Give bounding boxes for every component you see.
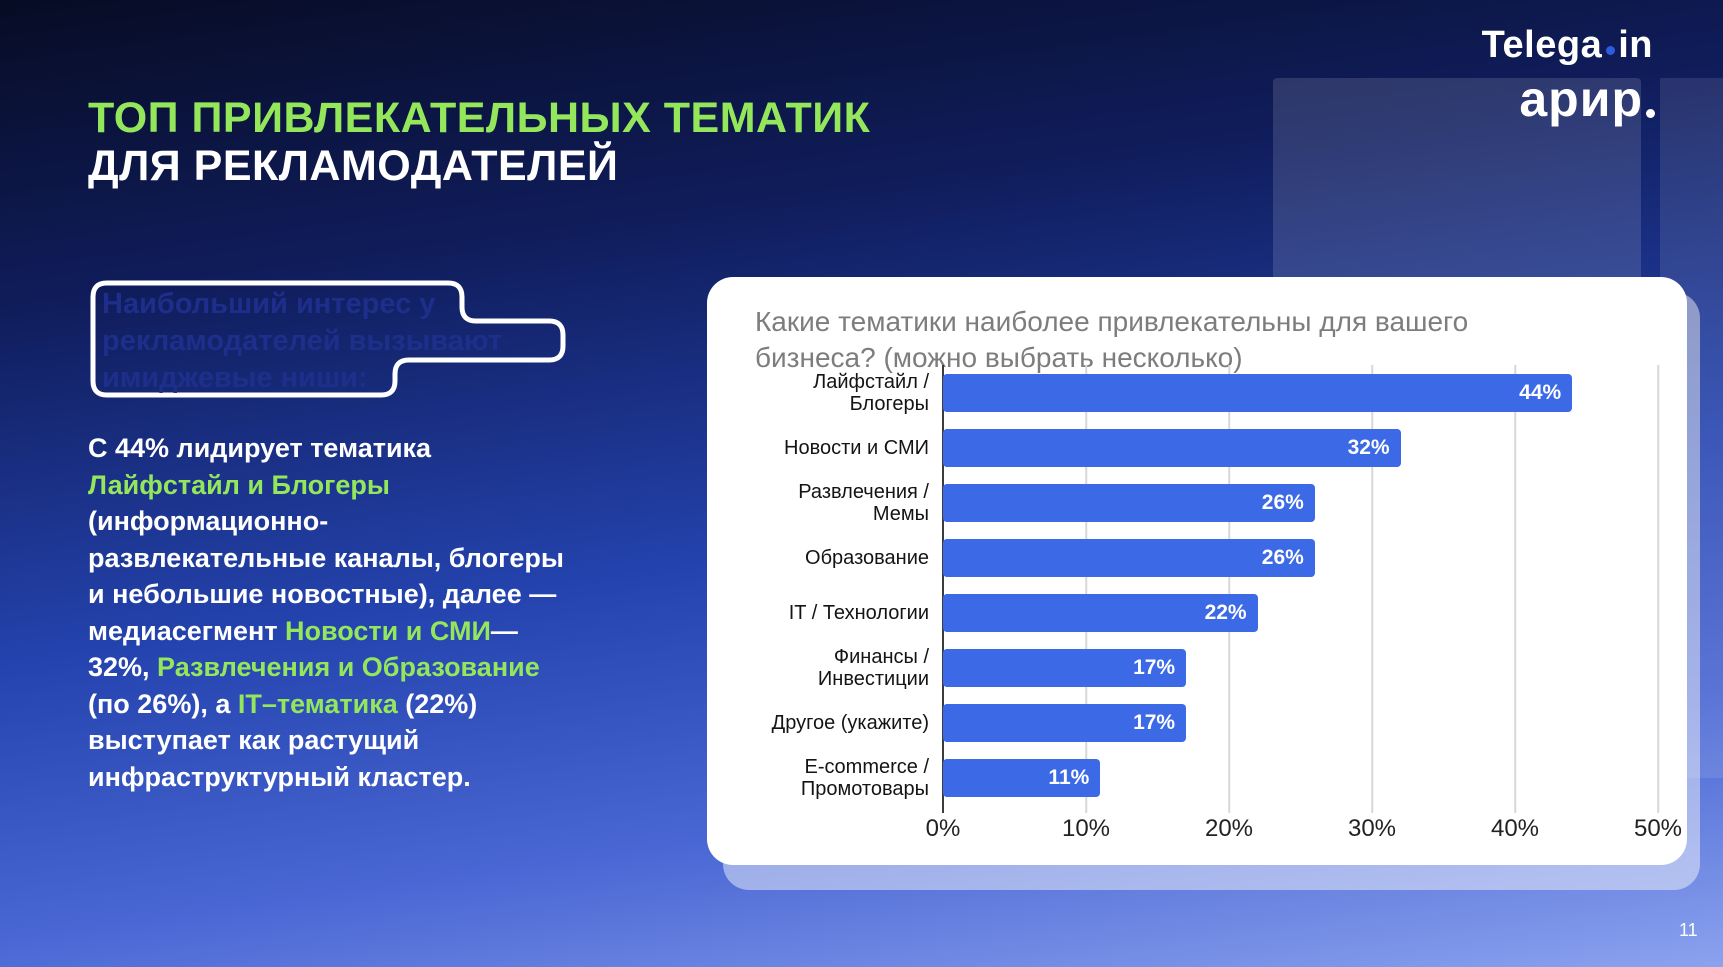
paragraph-line: (информационно- bbox=[88, 503, 688, 540]
bar-track: 26% bbox=[943, 538, 1658, 577]
value-label: 17% bbox=[1133, 710, 1176, 734]
page-number: 11 bbox=[1679, 920, 1698, 940]
value-label: 17% bbox=[1133, 655, 1176, 679]
paragraph-line: выступает как растущий bbox=[88, 722, 688, 759]
slide-title-line1: ТОП ПРИВЛЕКАТЕЛЬНЫХ ТЕМАТИК bbox=[88, 94, 871, 142]
paragraph-line: инфраструктурный кластер. bbox=[88, 759, 688, 796]
paragraph-text: — bbox=[490, 615, 518, 646]
bar: 26% bbox=[943, 483, 1315, 522]
paragraph-text: (по 26%), а bbox=[88, 688, 238, 719]
paragraph-text: 32%, bbox=[88, 652, 158, 682]
bar: 44% bbox=[943, 373, 1573, 412]
category-label: Другое (укажите) bbox=[771, 711, 929, 734]
chart-row: Финансы / Инвестиции 17% bbox=[734, 640, 1658, 695]
chart-row: Другое (укажите) 17% bbox=[734, 695, 1658, 750]
x-tick-label: 20% bbox=[1204, 815, 1254, 842]
bar-track: 32% bbox=[943, 428, 1658, 467]
chart-question: Какие тематики наиболее привлекательны д… bbox=[755, 304, 1468, 376]
value-label: 44% bbox=[1519, 380, 1562, 404]
x-axis-tick-labels: 0% 10% 20% 30% 40% 50% bbox=[926, 815, 1682, 845]
paragraph-line: (по 26%), а IT–тематика (22%) bbox=[88, 686, 688, 723]
chart-row: Образование 26% bbox=[734, 530, 1658, 585]
paragraph-text: развлекательные каналы, блогеры bbox=[88, 542, 564, 573]
value-label: 26% bbox=[1261, 545, 1304, 569]
bar-track: 22% bbox=[943, 593, 1658, 632]
callout-bubble-outline bbox=[90, 280, 566, 398]
chart-row: Развлечения / Мемы 26% bbox=[734, 475, 1658, 530]
paragraph-text: медиасегмент bbox=[88, 615, 286, 646]
telega-dot-icon bbox=[1606, 46, 1616, 55]
category-label: Развлечения / Мемы bbox=[798, 480, 929, 525]
body-paragraph: С 44% лидирует тематика Лайфстайл и Блоге… bbox=[88, 430, 688, 795]
paragraph-line: медиасегмент Новости и СМИ— bbox=[88, 613, 688, 650]
chart-row: Новости и СМИ 32% bbox=[734, 420, 1658, 475]
chart-row: IT / Технологии 22% bbox=[734, 585, 1658, 640]
bar-track: 44% bbox=[943, 373, 1658, 412]
chart-row: E-commerce / Промотовары 11% bbox=[734, 750, 1658, 805]
paragraph-line: и небольшие новостные), далее — bbox=[88, 576, 688, 613]
bar-track: 26% bbox=[943, 483, 1658, 522]
paragraph-text: (22%) bbox=[397, 688, 478, 719]
highlighted-phrase: Новости и СМИ bbox=[285, 615, 491, 646]
bar: 22% bbox=[943, 593, 1258, 632]
x-tick-label: 30% bbox=[1347, 815, 1397, 842]
bar: 11% bbox=[943, 758, 1101, 797]
bar: 17% bbox=[943, 648, 1187, 687]
paragraph-line: Лайфстайл и Блогеры bbox=[88, 467, 688, 504]
telega-logo-suffix: in bbox=[1618, 24, 1653, 66]
category-label: Финансы / Инвестиции bbox=[817, 645, 929, 690]
category-label: Новости и СМИ bbox=[784, 436, 929, 459]
chart-question-line1: Какие тематики наиболее привлекательны д… bbox=[755, 306, 1469, 337]
x-tick-label: 0% bbox=[925, 815, 961, 842]
value-label: 22% bbox=[1204, 600, 1247, 624]
slide-title: ТОП ПРИВЛЕКАТЕЛЬНЫХ ТЕМАТИК ДЛЯ РЕКЛАМОД… bbox=[88, 94, 870, 190]
value-label: 32% bbox=[1347, 435, 1390, 459]
x-tick-label: 40% bbox=[1490, 815, 1540, 842]
callout-line3: имиджевые ниши: bbox=[102, 362, 368, 394]
callout-line2: рекламодателей вызывают bbox=[102, 325, 503, 357]
slide-title-line2: ДЛЯ РЕКЛАМОДАТЕЛЕЙ bbox=[88, 142, 619, 190]
bar-track: 11% bbox=[943, 758, 1658, 797]
arir-logo-text: арир bbox=[1519, 71, 1643, 127]
chart-row: Лайфстайл / Блогеры 44% bbox=[734, 365, 1658, 420]
arir-dot-icon bbox=[1646, 109, 1655, 118]
highlighted-phrase: Развлечения и Образование bbox=[157, 652, 540, 682]
chart-card: Какие тематики наиболее привлекательны д… bbox=[707, 277, 1687, 865]
category-label: E-commerce / Промотовары bbox=[800, 755, 929, 800]
telega-logo-text: Telega bbox=[1481, 24, 1603, 66]
paragraph-line: 32%, Развлечения и Образование bbox=[88, 649, 688, 686]
callout-text: Наибольший интерес у рекламодателей вызы… bbox=[102, 286, 502, 397]
category-label: Лайфстайл / Блогеры bbox=[813, 370, 929, 415]
bar-chart: Лайфстайл / Блогеры 44% Новости и СМИ 32% Раз… bbox=[734, 365, 1658, 805]
paragraph-text: инфраструктурный кластер. bbox=[88, 761, 471, 792]
value-label: 26% bbox=[1261, 490, 1304, 514]
callout-line1: Наибольший интерес у bbox=[102, 288, 436, 320]
paragraph-text: и небольшие новостные), далее — bbox=[88, 579, 557, 609]
bar: 26% bbox=[943, 538, 1315, 577]
highlighted-phrase: IT–тематика bbox=[237, 688, 398, 719]
paragraph-text: (информационно- bbox=[88, 506, 329, 536]
paragraph-text: выступает как растущий bbox=[88, 725, 420, 755]
value-label: 11% bbox=[1048, 765, 1090, 789]
bar-track: 17% bbox=[943, 648, 1658, 687]
bar-track: 17% bbox=[943, 703, 1658, 742]
category-label: IT / Технологии bbox=[788, 601, 929, 624]
x-tick-label: 50% bbox=[1633, 815, 1683, 842]
x-tick-label: 10% bbox=[1061, 815, 1111, 842]
arir-logo: арир bbox=[1519, 70, 1655, 128]
category-label: Образование bbox=[805, 546, 929, 569]
telega-logo: Telega in bbox=[1482, 24, 1653, 67]
chart-question-line2: бизнеса? (можно выбрать несколько) bbox=[755, 342, 1243, 373]
bar: 32% bbox=[943, 428, 1401, 467]
paragraph-line: С 44% лидирует тематика bbox=[88, 430, 688, 467]
paragraph-text: С 44% лидирует тематика bbox=[88, 433, 432, 463]
paragraph-line: развлекательные каналы, блогеры bbox=[88, 540, 688, 577]
bar: 17% bbox=[943, 703, 1187, 742]
highlighted-phrase: Лайфстайл и Блогеры bbox=[88, 469, 390, 500]
